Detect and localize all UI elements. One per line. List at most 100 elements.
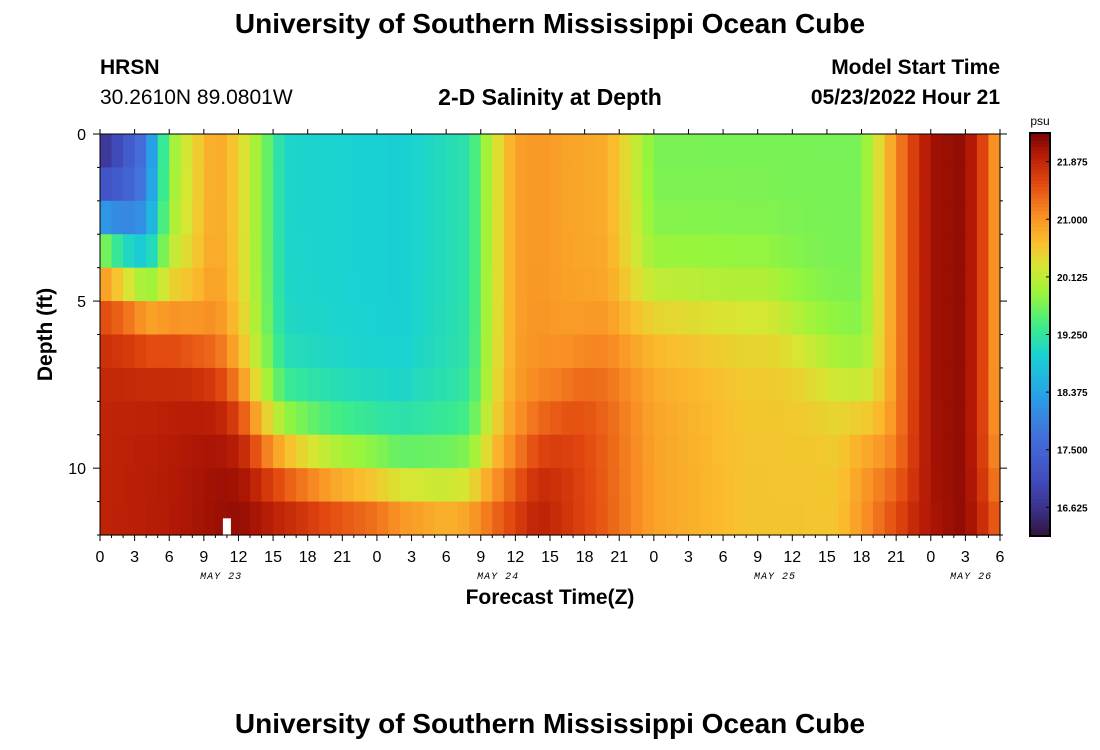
heatmap-cell [400,367,413,402]
heatmap-cell [930,401,943,436]
heatmap-cell [815,134,828,169]
footer-title: University of Southern Mississippi Ocean… [234,708,866,739]
heatmap-cell [100,468,113,503]
heatmap-cell [261,401,274,436]
chart-subtitle: 2-D Salinity at Depth [438,84,662,110]
heatmap-cell [388,334,401,369]
heatmap-cell [930,434,943,469]
heatmap-cell [203,434,216,469]
x-tick-label: 9 [199,549,208,566]
heatmap-cell [757,501,770,536]
heatmap-cell [342,200,355,235]
heatmap-cell [203,334,216,369]
heatmap-cell [526,501,540,536]
heatmap-cell [803,501,816,536]
heatmap-cell [873,134,886,169]
colorbar-swatch [1030,405,1050,409]
y-tick-label: 5 [77,294,86,311]
heatmap-cell [492,134,505,169]
heatmap-cell [815,334,828,369]
heatmap-cell [930,200,943,235]
heatmap-cell [446,401,459,436]
heatmap-cell [111,434,124,469]
heatmap-cell [907,200,920,235]
heatmap-cell [388,267,401,302]
heatmap-cell [307,468,320,503]
heatmap-cell [215,267,228,302]
heatmap-cell [515,501,528,536]
heatmap-cell [815,267,828,302]
heatmap-cell [815,468,828,503]
station-coordinates: 30.2610N 89.0801W [100,86,293,109]
heatmap-cell [469,301,482,336]
colorbar-swatch [1030,482,1050,487]
heatmap-cell [780,167,793,202]
colorbar-swatch [1030,354,1050,359]
heatmap-cell [146,200,159,235]
heatmap-cell [711,367,724,402]
heatmap-cell [573,334,586,369]
heatmap-cell [873,501,886,536]
colorbar-swatch [1030,421,1050,426]
heatmap-cell [988,367,1001,402]
heatmap-cell [365,267,378,302]
x-tick-label: 15 [264,549,282,566]
heatmap-cell [157,200,170,235]
heatmap-cell [965,167,978,202]
heatmap-cell [561,167,574,202]
colorbar-swatch [1030,203,1050,208]
heatmap-cell [919,134,932,169]
heatmap-cell [111,501,124,536]
heatmap-cell [850,367,863,402]
heatmap-cell [561,200,574,235]
heatmap-cell [907,468,920,503]
heatmap-cell [607,234,620,269]
heatmap-cell [850,468,863,503]
heatmap-cell [850,234,863,269]
heatmap-cell [965,501,978,536]
heatmap-cell [700,134,713,169]
colorbar-swatch [1030,368,1050,373]
heatmap-cell [953,501,966,536]
heatmap-cell [365,134,378,169]
x-tick-label: 18 [576,549,594,566]
heatmap-cell [619,167,632,202]
heatmap-cell [746,267,759,302]
heatmap-cell [838,267,851,302]
heatmap-cell [942,167,955,202]
heatmap-cell [365,367,378,402]
heatmap-cell [469,167,482,202]
heatmap-cell [665,434,678,469]
heatmap-cell [100,334,113,369]
heatmap-cell [930,234,943,269]
heatmap-cell [307,234,320,269]
heatmap-cell [526,200,540,235]
heatmap-cell [769,468,782,503]
heatmap-cell [492,167,505,202]
heatmap-cell [792,234,805,269]
heatmap-cell [642,334,655,369]
colorbar-units: psu [1030,114,1049,128]
colorbar-swatch [1030,374,1050,379]
heatmap-cell [861,200,874,235]
colorbar-swatch [1030,274,1050,279]
heatmap-cell [861,334,874,369]
heatmap-cell [330,334,343,369]
x-tick-label: 3 [130,549,139,566]
heatmap-cell [861,468,874,503]
heatmap-cell [873,334,886,369]
heatmap-cell [688,234,701,269]
heatmap-cell [607,367,620,402]
heatmap-cell [665,334,678,369]
heatmap-cell [861,134,874,169]
heatmap-cell [792,434,805,469]
heatmap-cell [850,301,863,336]
heatmap-cell [284,134,297,169]
heatmap-cell [688,267,701,302]
heatmap-cell [619,367,632,402]
heatmap-cell [226,434,240,469]
heatmap-cell [515,434,528,469]
heatmap-cell [976,267,990,302]
heatmap-cell [238,267,251,302]
heatmap-cell [515,367,528,402]
